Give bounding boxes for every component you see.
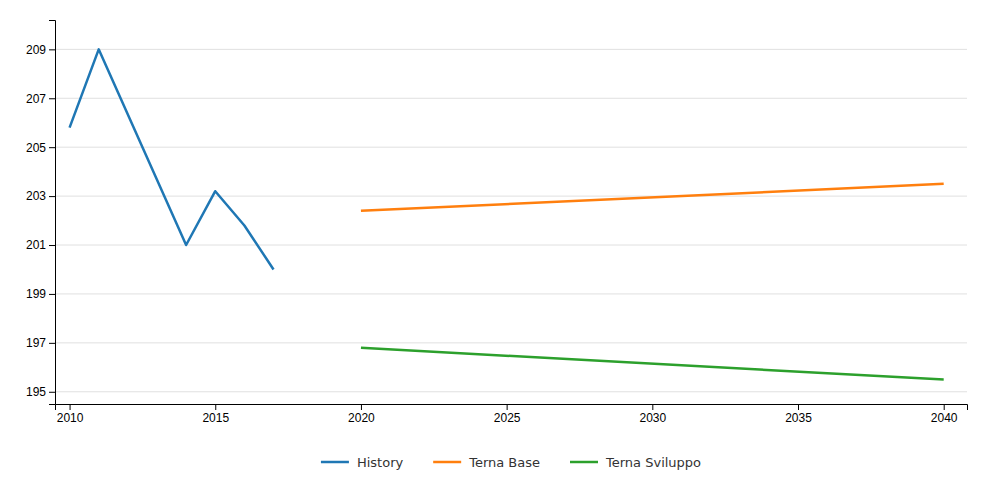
tick-label: 2030 [639,411,666,425]
legend-swatch [570,461,598,464]
chart-container: 2010 2015 2020 2025 2030 2035 2040 195 197 199 201… [0,0,997,484]
axis-line [56,405,968,411]
axis-line [49,21,56,405]
tick-mark [49,245,55,246]
tick-label: 203 [26,189,46,203]
grid-line [55,196,967,197]
grid-line [55,98,967,99]
tick-label: 195 [26,385,46,399]
tick: 195 [26,385,55,399]
tick: 2020 [348,404,375,425]
tick-label: 2025 [494,411,521,425]
tick-mark [49,147,55,148]
grid-line [55,342,967,343]
tick: 2010 [57,404,84,425]
legend-swatch [433,461,461,464]
y-axis: 195 197 199 201 203 205 207 209 [26,21,56,405]
tick: 209 [26,43,55,57]
tick: 2025 [494,404,521,425]
tick-label: 2010 [57,411,84,425]
tick-mark [49,49,55,50]
tick-label: 2040 [931,411,958,425]
tick-label: 209 [26,43,46,57]
grid [55,49,967,391]
series-line [361,348,944,380]
legend-swatch [321,461,349,464]
legend-item: Terna Base [433,455,540,470]
grid-line [55,147,967,148]
tick-mark [49,343,55,344]
tick-mark [49,392,55,393]
tick-label: 201 [26,238,46,252]
tick: 201 [26,238,55,252]
tick: 199 [26,287,55,301]
tick-mark [70,404,71,410]
tick-mark [798,404,799,410]
legend: History Terna Base Terna Sviluppo [321,455,701,470]
series-line [361,184,944,211]
legend-item: History [321,455,404,470]
tick-mark [944,404,945,410]
tick: 197 [26,336,55,350]
grid-line [55,293,967,294]
chart: 2010 2015 2020 2025 2030 2035 2040 195 197 199 201… [0,0,997,484]
grid-line [55,391,967,392]
grid-line [55,245,967,246]
tick-label: 2020 [348,411,375,425]
plot-area [70,49,944,379]
tick-mark [652,404,653,410]
tick-mark [361,404,362,410]
tick: 2030 [639,404,666,425]
legend-label: Terna Base [468,455,540,470]
tick: 2015 [202,404,229,425]
tick-label: 2015 [202,411,229,425]
series-line [70,49,274,269]
tick: 2040 [931,404,958,425]
tick-mark [49,294,55,295]
legend-item: Terna Sviluppo [570,455,701,470]
tick: 205 [26,141,55,155]
tick-mark [49,98,55,99]
tick-label: 197 [26,336,46,350]
grid-line [55,49,967,50]
tick-label: 205 [26,141,46,155]
tick: 2035 [785,404,812,425]
tick-mark [507,404,508,410]
tick: 203 [26,189,55,203]
x-axis: 2010 2015 2020 2025 2030 2035 2040 [56,404,968,425]
tick: 207 [26,92,55,106]
legend-label: Terna Sviluppo [605,455,701,470]
tick-mark [49,196,55,197]
tick-label: 199 [26,287,46,301]
tick-mark [215,404,216,410]
tick-label: 2035 [785,411,812,425]
legend-label: History [357,455,404,470]
tick-label: 207 [26,92,46,106]
